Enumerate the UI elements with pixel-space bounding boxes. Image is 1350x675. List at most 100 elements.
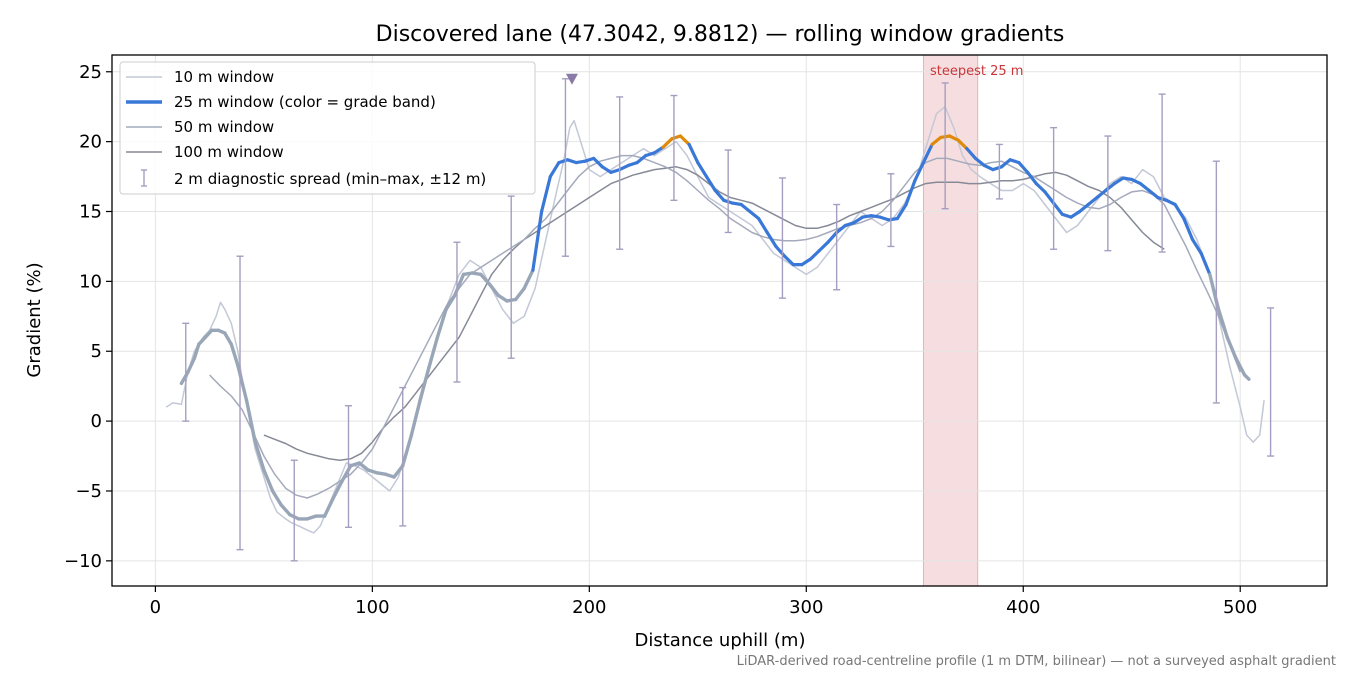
- series-25m-segment: [635, 154, 648, 165]
- series-25m-segment: [1199, 251, 1212, 276]
- y-tick-label: 15: [79, 202, 102, 223]
- grid: [112, 55, 1327, 586]
- series-25m-segment: [1112, 176, 1125, 186]
- series-25m-segment: [600, 165, 613, 174]
- diagnostic-spread-bar: [778, 177, 786, 299]
- series-25m-segment: [756, 216, 769, 235]
- y-tick-label: 20: [79, 132, 102, 153]
- diagnostic-spread-bar: [1267, 307, 1275, 457]
- series-25m-segment: [1051, 201, 1064, 216]
- series-25m-segment: [1173, 202, 1186, 221]
- axis-ticks: 0 100 200 300 400 500 −10 −5 0 5 10 15 20 25: [64, 62, 1257, 618]
- diagnostic-spread-bar: [290, 459, 298, 562]
- series-25m-segment: [1216, 307, 1229, 339]
- series-25m-segment: [435, 307, 448, 339]
- series-25m-segment: [548, 161, 561, 179]
- diagnostic-spread-bar: [1050, 126, 1058, 250]
- series-25m-segment: [1130, 177, 1143, 186]
- x-axis-label: Distance uphill (m): [635, 630, 806, 651]
- diagnostic-spread-bar: [724, 149, 732, 234]
- peak-marker: [565, 73, 578, 85]
- chart-title: Discovered lane (47.3042, 9.8812) — roll…: [376, 22, 1065, 47]
- series-25m-segment: [1025, 170, 1038, 186]
- series-25m-segment: [1208, 272, 1221, 311]
- diagnostic-spread-bar: [453, 241, 461, 383]
- series-25m-segment: [1182, 216, 1195, 242]
- series-25m-segment: [357, 461, 370, 472]
- series-25m-segment: [279, 503, 292, 517]
- steepest-window-highlight: [922, 54, 979, 587]
- series-10m-window: [165, 105, 1265, 534]
- series-25m-segment: [1225, 335, 1238, 360]
- series-25m-segment: [1242, 373, 1251, 381]
- series-25m-segment: [401, 433, 414, 468]
- x-tick-label: 200: [572, 597, 606, 618]
- y-tick-label: 10: [79, 271, 102, 292]
- series-25m-segment: [262, 468, 275, 493]
- series-25m-segment: [253, 440, 266, 472]
- series-25m-segment: [895, 202, 908, 221]
- series-25m-segment: [687, 142, 700, 165]
- diagnostic-spread-bar: [1212, 160, 1220, 404]
- series-25m-segment: [913, 161, 926, 183]
- y-tick-label: 0: [91, 411, 102, 432]
- series-25m-segment: [322, 496, 335, 518]
- series-25m-segment: [930, 135, 943, 146]
- diagnostic-spread-bar: [670, 94, 678, 202]
- series-25m-segment: [392, 464, 405, 479]
- series-25m-segment: [1043, 190, 1056, 205]
- series-25m-segment: [409, 398, 422, 437]
- steepest-annotation: steepest 25 m: [930, 64, 1023, 79]
- y-tick-label: −10: [64, 551, 102, 572]
- legend-label-10m: 10 m window: [174, 68, 274, 86]
- series-25m-segment: [531, 209, 544, 272]
- series-25m-segment: [340, 464, 353, 483]
- series-25m-segment: [704, 175, 717, 193]
- series-25m-segment: [947, 134, 960, 142]
- diagnostic-spread-bar: [833, 203, 841, 291]
- series-25m-segment: [1138, 182, 1151, 193]
- legend-label-25m: 25 m window (color = grade band): [174, 93, 436, 111]
- y-tick-label: −5: [75, 481, 102, 502]
- series-25m-segment: [826, 230, 839, 244]
- series-25m-segment: [652, 145, 665, 155]
- series-25m-segment: [800, 257, 813, 267]
- diagnostic-spread-bar: [1104, 135, 1112, 252]
- series-25m-segment: [713, 188, 726, 202]
- series-25m-segment: [479, 272, 492, 286]
- series-25m-segment: [522, 268, 535, 291]
- series-25m-segment: [904, 179, 917, 207]
- diagnostic-spread-bar: [182, 322, 190, 422]
- series-25m-segment: [1017, 161, 1030, 174]
- series-25m-segment: [748, 209, 761, 221]
- series-25m-segment: [965, 147, 978, 160]
- series-25m-segment: [229, 342, 240, 367]
- diagnostic-spread-bar: [236, 255, 244, 551]
- series-25m-segment: [539, 175, 552, 214]
- series-25m-segment: [1069, 209, 1082, 219]
- series-25m-segment: [774, 244, 787, 258]
- x-tick-label: 500: [1223, 597, 1257, 618]
- series-25m-segment: [192, 342, 201, 360]
- series-25m-segment: [453, 272, 466, 297]
- legend-label-50m: 50 m window: [174, 118, 274, 136]
- series-25m-segment: [973, 156, 986, 167]
- legend-box: [119, 61, 536, 195]
- series-25m-segment: [765, 230, 778, 248]
- series-25m-segment: [418, 366, 431, 402]
- series-25m-segment: [496, 293, 509, 303]
- series-25m-segment: [513, 286, 526, 302]
- diagnostic-spread-bar: [616, 96, 624, 250]
- series-25m-segment: [1234, 356, 1247, 377]
- series-25m-segment: [782, 254, 795, 267]
- series-layer: [165, 73, 1275, 562]
- legend: 10 m window 25 m window (color = grade b…: [119, 61, 536, 195]
- footnote: LiDAR-derived road-centreline profile (1…: [737, 654, 1336, 669]
- series-25m-segment: [1147, 188, 1160, 200]
- series-25m-segment: [487, 282, 500, 297]
- series-25m-segment: [223, 331, 234, 346]
- diagnostic-spread-bar: [561, 78, 569, 257]
- series-25m-segment: [618, 163, 631, 172]
- series-25m-segment: [186, 356, 197, 374]
- series-25m-segment: [982, 163, 995, 172]
